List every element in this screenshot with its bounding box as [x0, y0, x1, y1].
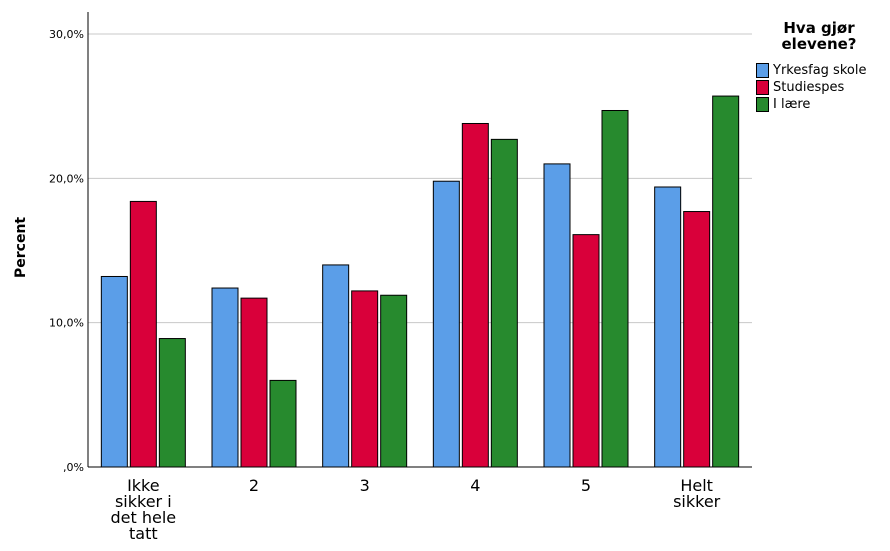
bar — [432, 180, 460, 468]
bar — [100, 275, 128, 468]
legend-swatch — [756, 80, 769, 95]
bar — [240, 297, 268, 468]
bar — [351, 290, 379, 468]
x-tick-label: Helt sikker — [673, 476, 721, 511]
y-axis-title: Percent — [13, 216, 29, 278]
bar — [543, 163, 571, 468]
x-tick-label: 4 — [470, 476, 480, 495]
y-tick-label: ,0% — [63, 461, 84, 474]
legend-label: I lære — [773, 97, 811, 112]
bar — [380, 294, 408, 468]
bar — [269, 379, 297, 468]
bar — [461, 122, 489, 468]
bar — [129, 200, 157, 468]
y-tick-label: 20,0% — [49, 172, 84, 185]
bar — [601, 109, 629, 468]
x-tick-label: 5 — [581, 476, 591, 495]
bar — [490, 138, 518, 468]
x-tick-label: 2 — [249, 476, 259, 495]
legend-item: I lære — [756, 96, 886, 113]
bar — [322, 264, 350, 468]
legend-item: Yrkesfag skole — [756, 62, 886, 79]
bar — [211, 287, 239, 468]
legend-title: Hva gjør elevene? — [781, 19, 857, 53]
legend-swatch — [756, 97, 769, 112]
legend: Hva gjør elevene? Yrkesfag skole Studiesp… — [756, 20, 886, 113]
legend-swatch — [756, 63, 769, 78]
bar — [158, 338, 186, 468]
x-tick-label: Ikke sikker i det hele tatt — [111, 476, 177, 543]
legend-item: Studiespes — [756, 79, 886, 96]
x-tick-label: 3 — [360, 476, 370, 495]
y-tick-label: 10,0% — [49, 317, 84, 330]
bar — [654, 186, 682, 468]
y-tick-label: 30,0% — [49, 28, 84, 41]
bar — [683, 211, 711, 468]
legend-label: Yrkesfag skole — [773, 63, 867, 78]
bar — [712, 95, 740, 468]
legend-label: Studiespes — [773, 80, 845, 95]
bar — [572, 234, 600, 468]
